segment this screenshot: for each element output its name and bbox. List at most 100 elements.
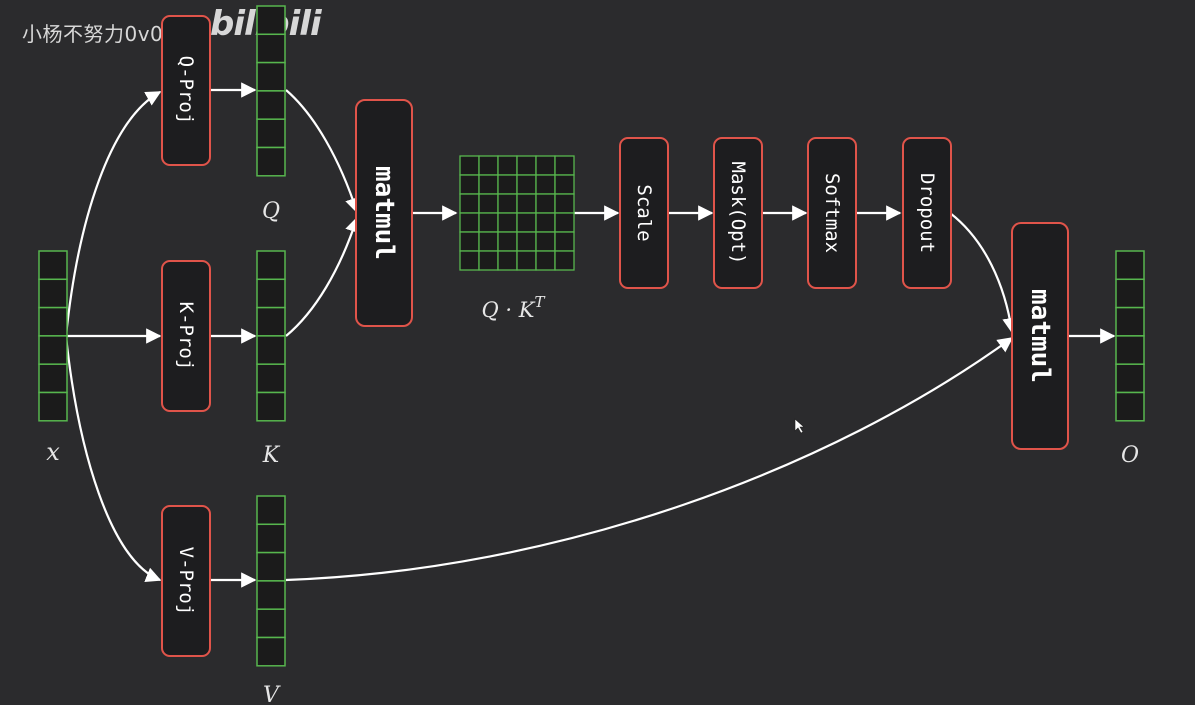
score-matrix-cell [459,250,480,271]
score-matrix-cell [535,193,556,214]
score-matrix-cell [478,193,499,214]
vector-v-cell [256,523,286,554]
score-matrix-cell [516,250,537,271]
score-matrix-cell [497,174,518,195]
score-matrix-cell [516,212,537,233]
score-matrix-cell [554,193,575,214]
op-dropout: Dropout [902,137,952,289]
vector-o-cell [1115,335,1145,365]
vector-o [1115,250,1145,422]
label-k: K [262,443,281,468]
op-dropout-label: Dropout [916,173,938,253]
vector-v-cell [256,551,286,582]
vector-k-cell [256,250,286,281]
vector-o-cell [1115,306,1145,337]
vector-x-cell [38,391,68,422]
score-matrix-cell [535,174,556,195]
vector-k-cell [256,391,286,422]
edge-q-to-matmul [285,89,361,214]
label-q: Q [262,199,280,224]
vector-x-cell [38,363,68,394]
vector-k-cell [256,335,286,365]
edge-k-to-matmul [285,216,361,337]
score-matrix-cell [516,231,537,252]
op-softmax: Softmax [807,137,857,289]
vector-v-cell [256,636,286,667]
vector-x-cell [38,278,68,309]
score-matrix-cell [535,250,556,271]
score-matrix-cell [459,174,480,195]
op-scale-label: Scale [633,184,655,241]
vector-q-cell [256,118,286,149]
vector-k [256,250,286,422]
score-matrix-cell [554,155,575,176]
label-o: O [1121,443,1139,468]
score-matrix-cell [554,174,575,195]
score-matrix-cell [478,155,499,176]
score-matrix-cell [478,250,499,271]
vector-q-cell [256,5,286,36]
label-v: V [263,683,281,705]
vector-v [256,495,286,667]
op-v-proj: V-Proj [161,505,211,657]
vector-o-cell [1115,391,1145,422]
score-matrix-cell [535,231,556,252]
op-matmul-2-label: matmul [1025,289,1055,383]
vectors [38,5,1145,667]
vector-v-cell [256,608,286,639]
score-matrix-qkt [459,155,575,271]
op-k-proj-label: K-Proj [175,302,197,371]
edge-x-to-vproj [64,335,162,582]
author-watermark: 小杨不努力0v0 [22,22,164,46]
vector-q [256,5,286,177]
vector-x [38,250,68,422]
score-matrix-cell [497,155,518,176]
label-qkt-superscript: T [534,293,545,311]
mouse-cursor-icon [794,418,805,434]
vector-x-cell [38,335,68,365]
score-matrix-cell [516,155,537,176]
vector-k-cell [256,278,286,309]
edges [64,82,1116,588]
vector-o-cell [1115,250,1145,281]
vector-q-cell [256,61,286,92]
score-matrix-cell [497,193,518,214]
op-mask: Mask(Opt) [713,137,763,289]
op-q-proj: Q-Proj [161,15,211,166]
score-matrix-cell [497,250,518,271]
score-matrix-cell [478,231,499,252]
score-matrix-cell [478,212,499,233]
vector-k-cell [256,363,286,394]
score-matrix-cell [535,155,556,176]
score-matrix-cell [459,155,480,176]
vector-k-cell [256,306,286,337]
op-matmul-2: matmul [1011,222,1069,450]
label-qkt: Q · KT [482,293,546,322]
vector-o-cell [1115,278,1145,309]
vector-o-cell [1115,363,1145,394]
label-x: x [46,438,60,466]
op-matmul-1-label: matmul [369,166,399,260]
op-softmax-label: Softmax [821,173,843,253]
score-matrix-cell [497,231,518,252]
score-matrix-cell [516,193,537,214]
score-matrix-cell [459,212,480,233]
score-matrix-cell [497,212,518,233]
edge-dropout-to-matmul2 [949,212,1018,334]
vector-q-cell [256,146,286,177]
score-matrix-cell [535,212,556,233]
vector-x-cell [38,306,68,337]
score-matrix-cell [554,231,575,252]
op-v-proj-label: V-Proj [175,547,197,616]
score-matrix-cell [554,250,575,271]
label-qkt-base: Q · K [482,298,536,322]
vector-v-cell [256,495,286,526]
score-matrix-cell [516,174,537,195]
score-matrix-cell [478,174,499,195]
op-mask-label: Mask(Opt) [727,162,749,265]
score-matrix-cell [554,212,575,233]
edge-v-to-matmul2 [285,337,1014,582]
vector-q-cell [256,90,286,120]
